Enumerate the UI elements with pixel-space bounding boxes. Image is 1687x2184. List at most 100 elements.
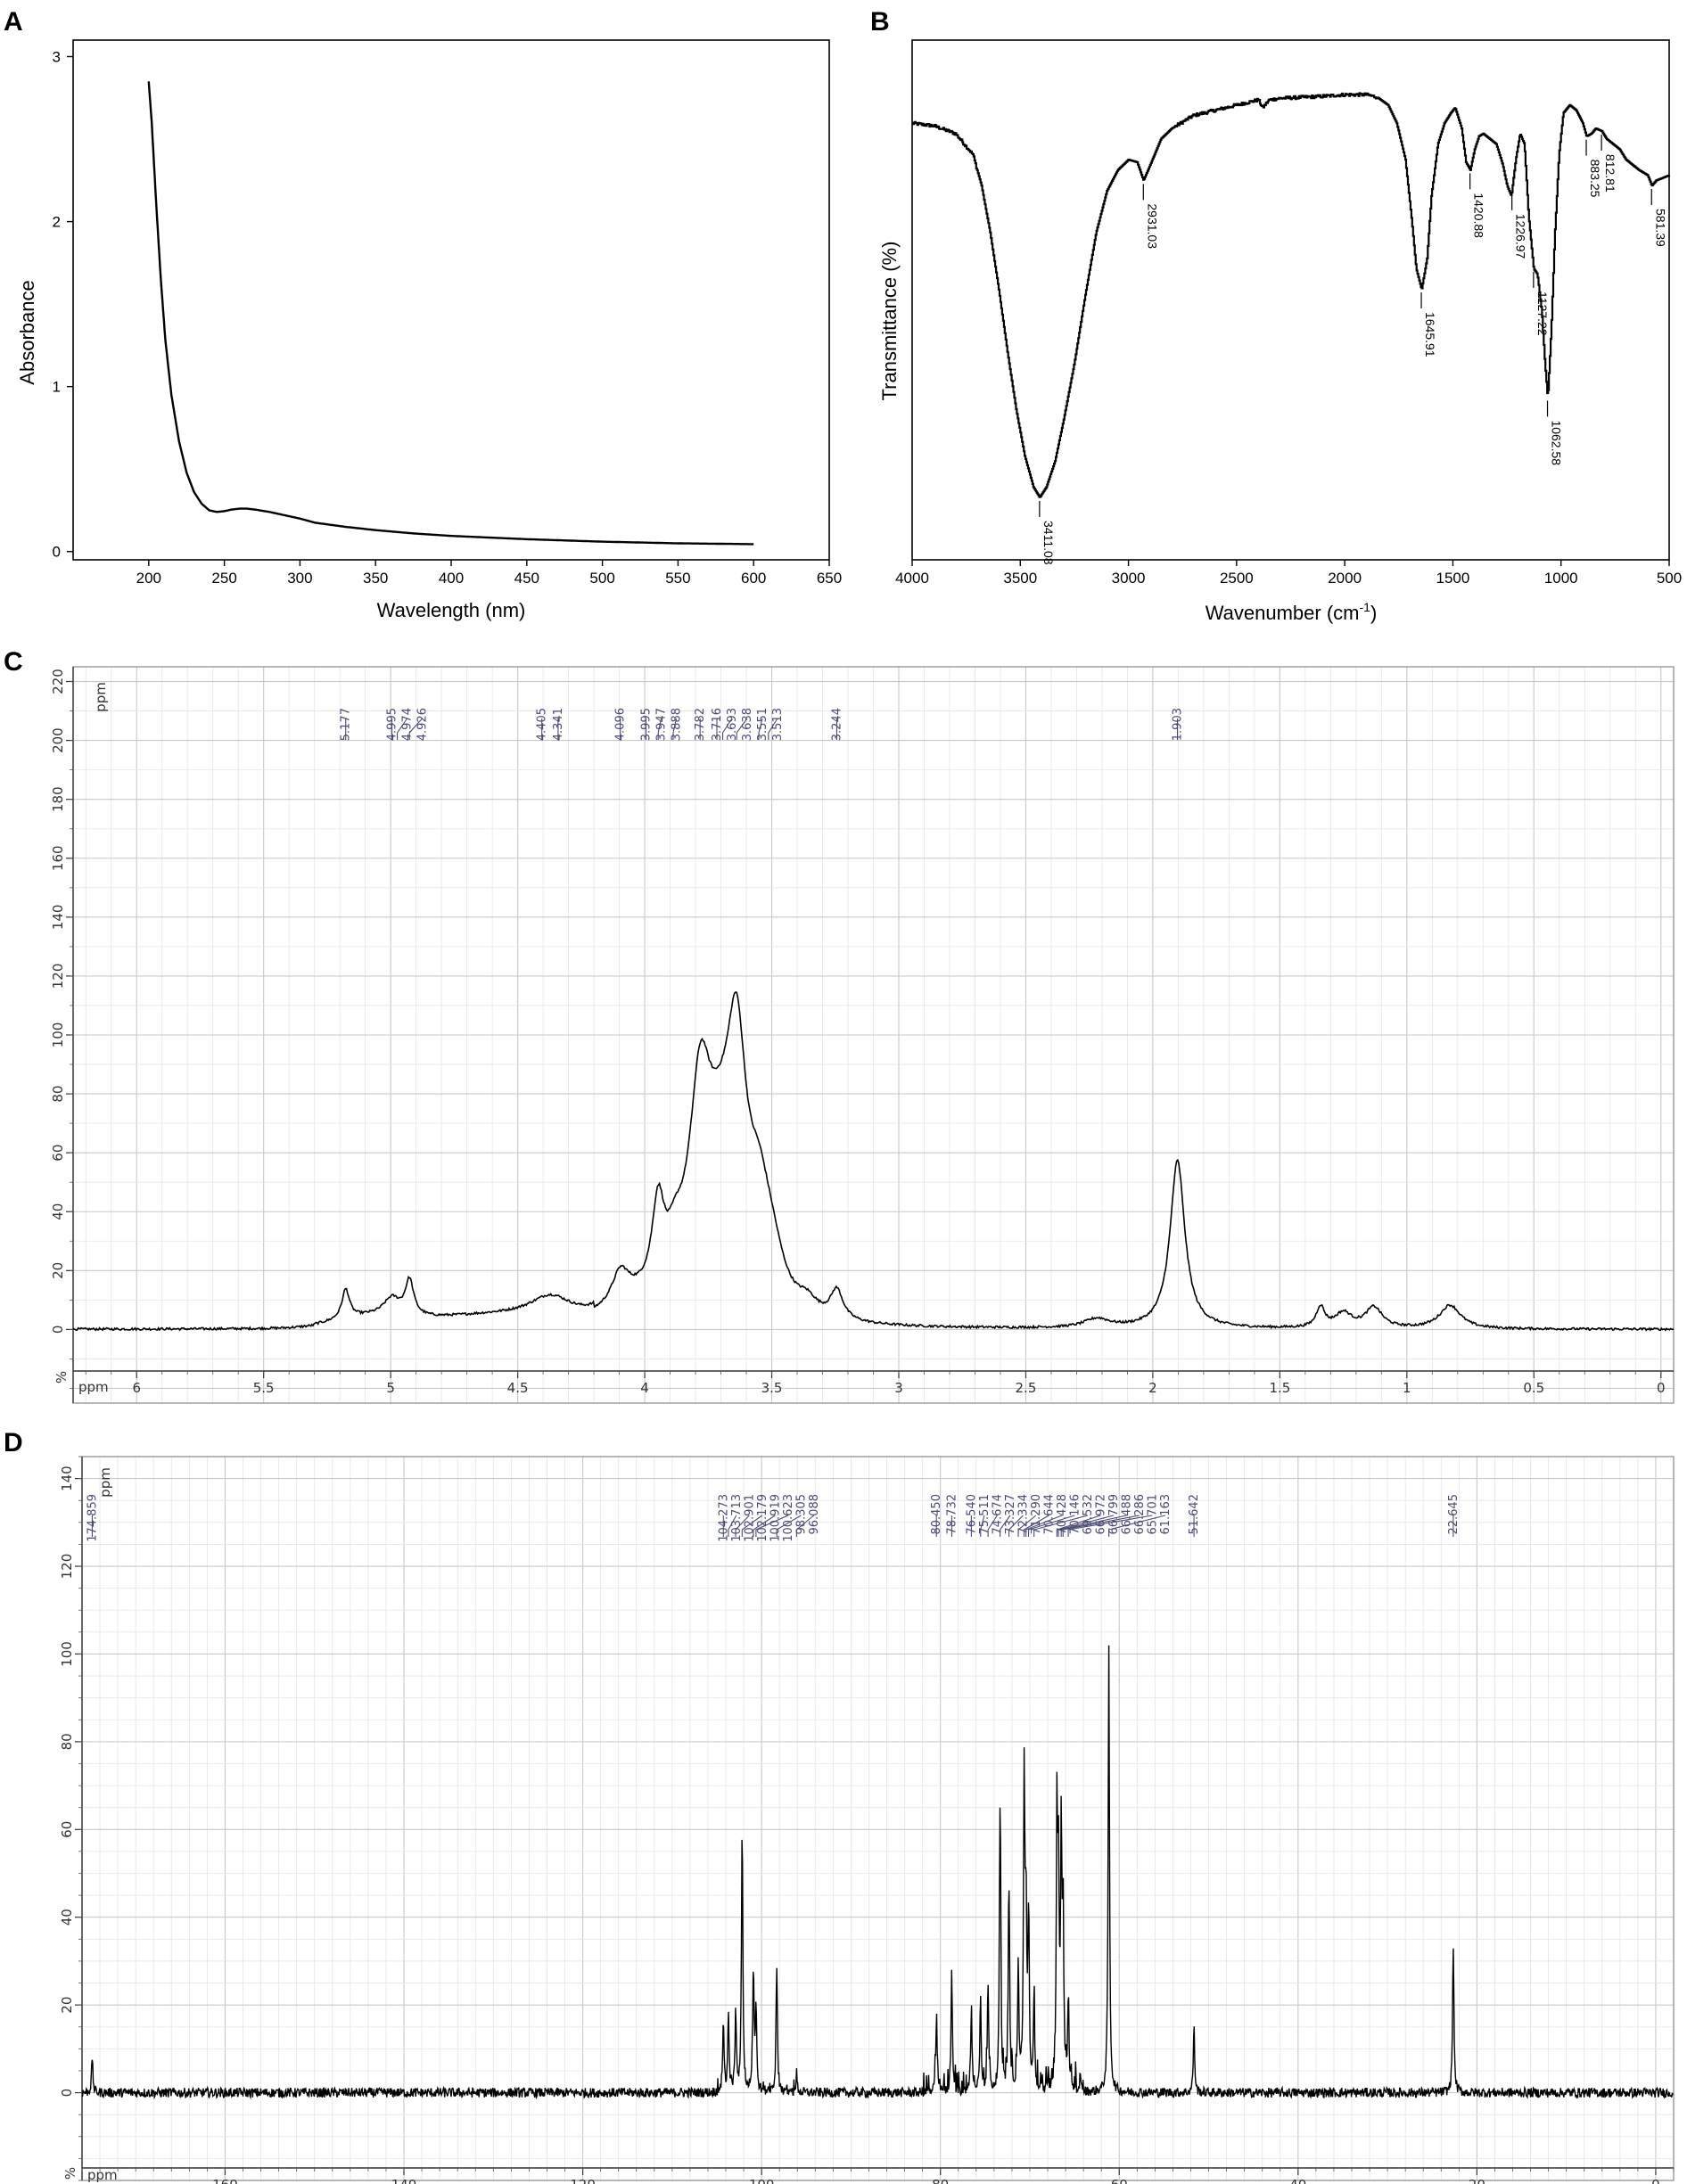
panel-b-y-axis-title: Transmittance (%): [878, 242, 901, 401]
x-tick-label: 1500: [1436, 570, 1470, 587]
panel-b-x-axis-title: Wavenumber (cm-1): [1206, 600, 1378, 624]
y-tick-label: 60: [50, 1145, 66, 1162]
panel-c-spectrum-trace: [72, 990, 1675, 1332]
x-tick-label: 0: [1657, 1380, 1666, 1396]
peak-label: 100.623: [782, 1494, 795, 1542]
x-tick-label: 3500: [1003, 570, 1037, 587]
peak-annotation-label: 2931.03: [1145, 203, 1159, 249]
peak-label-leader: [758, 718, 763, 740]
x-tick-label: 100: [749, 2177, 775, 2184]
panel-c-grid: [73, 667, 1674, 1403]
panel-d-13c-nmr-spectrum: D 160 140 120 100 80 60 40 20 0 0 20 40 60 80 100 120 14…: [4, 1428, 1675, 2184]
y-tick-label: 0: [50, 1326, 66, 1334]
y-tick-label: 120: [50, 964, 66, 989]
peak-annotation-label: 812.81: [1603, 154, 1617, 193]
panel-c-1h-nmr-spectrum: C 6 5.5 5 4.5 4 3.5 3 2.5 2 1.5 1 0.5 0 0 20 40 60 80 100 1…: [4, 647, 1675, 1404]
y-tick-label: 100: [50, 1022, 66, 1048]
panel-b-ir-spectrum: B 4000 3500 3000 2500 2000 1500 1000 500 3411.0…: [870, 7, 1682, 624]
peak-label: 1.903: [1172, 708, 1185, 741]
peak-label-leader: [987, 1515, 998, 1537]
x-tick-label: 500: [589, 570, 614, 587]
panel-a-absorbance-series: [147, 81, 754, 546]
x-tick-label: 3000: [1112, 570, 1146, 587]
peak-annotation-label: 1127.22: [1535, 291, 1550, 336]
peak-label: 65.701: [1146, 1494, 1159, 1535]
panel-a-uv-spectrum: A 200 250 300 350 400 450 500 550 600 650 0 1 2 3 Wa…: [4, 7, 842, 621]
peak-label-leader: [1057, 1515, 1115, 1537]
x-tick-label: 2.5: [1016, 1380, 1037, 1396]
x-tick-label: 40: [1289, 2177, 1306, 2184]
x-tick-label: 120: [570, 2177, 596, 2184]
peak-label-leader: [1108, 1515, 1166, 1537]
y-tick-label: 3: [53, 49, 61, 66]
panel-a-y-axis-title: Absorbance: [16, 280, 38, 384]
x-tick-label: 1: [1403, 1380, 1411, 1396]
peak-label: 66.286: [1133, 1494, 1147, 1535]
peak-label: 66.972: [1094, 1494, 1107, 1535]
y-tick-label: 120: [59, 1554, 75, 1580]
peak-label-leader: [1000, 1515, 1011, 1537]
panel-b-transmittance-series: [911, 92, 1671, 498]
x-tick-label: 4000: [895, 570, 929, 587]
x-tick-label: 3.5: [761, 1380, 783, 1396]
peak-label: 3.995: [639, 708, 653, 741]
peak-annotation-label: 883.25: [1588, 160, 1602, 198]
y-tick-label: 60: [59, 1821, 75, 1838]
panel-c-percent-label: %: [53, 1371, 70, 1383]
peak-label: 3.716: [711, 708, 724, 741]
x-tick-label: 60: [1111, 2177, 1128, 2184]
peak-label: 70.428: [1056, 1494, 1069, 1535]
x-tick-label: 2500: [1220, 570, 1254, 587]
peak-label-leader: [672, 718, 678, 740]
x-tick-label: 3: [894, 1380, 903, 1396]
peak-label-leader: [397, 718, 408, 740]
peak-label: 4.405: [536, 708, 549, 741]
peak-label: 100.919: [769, 1494, 782, 1542]
peak-label-leader: [728, 1515, 737, 1537]
panel-d-peak-labels: 174.859 104.273 103.713 102.901 102.179 100.9…: [86, 1494, 1460, 1542]
peak-label-leader: [721, 718, 733, 740]
y-tick-label: 160: [50, 845, 66, 871]
y-tick-label: 100: [59, 1641, 75, 1667]
panel-d-x-unit-label: ppm: [87, 2167, 118, 2183]
panel-b-x-ticks: 4000 3500 3000 2500 2000 1500 1000 500: [895, 560, 1682, 587]
y-tick-label: 80: [50, 1086, 66, 1103]
x-tick-label: 4.5: [507, 1380, 529, 1396]
peak-label: 4.096: [614, 708, 628, 741]
peak-label: 3.947: [654, 708, 668, 741]
peak-label: 98.305: [794, 1494, 808, 1535]
peak-label: 96.088: [808, 1494, 821, 1535]
panel-label-d: D: [4, 1428, 23, 1457]
y-tick-label: 180: [50, 786, 66, 812]
peak-label: 22.645: [1447, 1494, 1461, 1535]
peak-annotation-label: 3411.08: [1041, 521, 1056, 565]
panel-b-peak-annotations: 3411.08 2931.03 1645.91 1420.88 1226.97 1127.…: [1039, 134, 1667, 565]
x-tick-label: 0: [1651, 2177, 1660, 2184]
peak-label-leader: [1027, 1515, 1075, 1537]
peak-label: 3.782: [694, 708, 707, 741]
peak-label-leader: [768, 718, 778, 740]
peak-label: 72.334: [1016, 1494, 1030, 1535]
x-tick-label: 250: [211, 570, 236, 587]
peak-label-leader: [795, 1515, 815, 1537]
peak-label: 66.488: [1120, 1494, 1133, 1535]
panel-c-y-unit-label: ppm: [93, 682, 109, 712]
y-tick-label: 20: [59, 1997, 75, 2014]
peak-label: 103.713: [730, 1494, 744, 1542]
peak-label: 61.163: [1159, 1494, 1173, 1535]
peak-label: 80.450: [930, 1494, 943, 1535]
panel-c-peak-labels: 5.177 4.995 4.974 4.926 4.405 4.341 4.096 3.995…: [340, 708, 1185, 741]
peak-label-leader: [1033, 1515, 1089, 1537]
y-tick-label: 220: [50, 669, 66, 694]
panel-d-y-unit-label: ppm: [97, 1467, 113, 1498]
peak-label-leader: [1062, 1515, 1140, 1537]
x-tick-label: 600: [741, 570, 766, 587]
peak-label-leader: [1017, 1515, 1037, 1537]
peak-label-leader: [1060, 1515, 1127, 1537]
peak-label: 3.693: [726, 708, 739, 741]
peak-annotation-label: 1226.97: [1514, 214, 1528, 259]
x-tick-label: 650: [817, 570, 842, 587]
peak-label-leader: [1023, 1515, 1049, 1537]
panel-d-spectrum-trace: [81, 1645, 1674, 2100]
